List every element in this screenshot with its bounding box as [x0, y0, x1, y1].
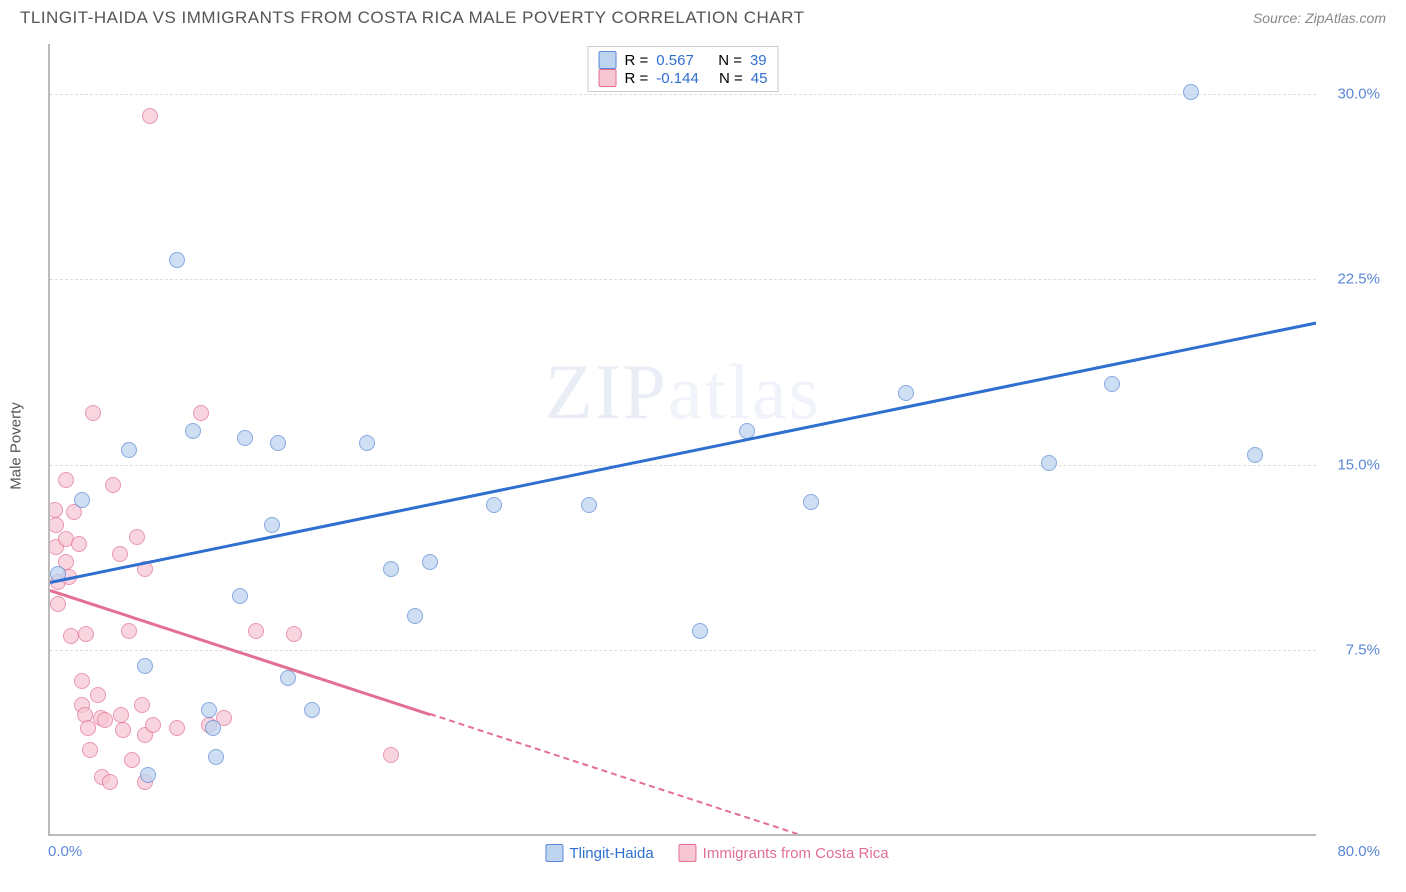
- plot-area: ZIPatlas R = 0.567 N = 39 R = -0.144 N =…: [48, 44, 1316, 836]
- scatter-point-s1: [237, 430, 253, 446]
- scatter-point-s1: [264, 517, 280, 533]
- watermark: ZIPatlas: [545, 347, 821, 437]
- scatter-point-s1: [280, 670, 296, 686]
- y-axis-label: Male Poverty: [8, 402, 25, 490]
- scatter-point-s1: [74, 492, 90, 508]
- scatter-point-s2: [115, 722, 131, 738]
- scatter-point-s2: [383, 747, 399, 763]
- x-tick-max: 80.0%: [1337, 843, 1380, 860]
- series-label-s2: Immigrants from Costa Rica: [703, 845, 889, 862]
- scatter-point-s1: [692, 623, 708, 639]
- y-tick-label: 22.5%: [1337, 271, 1386, 288]
- stats-legend: R = 0.567 N = 39 R = -0.144 N = 45: [588, 46, 779, 92]
- scatter-point-s2: [97, 712, 113, 728]
- scatter-point-s1: [1104, 376, 1120, 392]
- scatter-point-s2: [105, 477, 121, 493]
- gridline: [50, 94, 1316, 95]
- r-value-s2: -0.144: [656, 70, 699, 87]
- scatter-point-s1: [121, 442, 137, 458]
- swatch-s2-b: [679, 844, 697, 862]
- chart-title: TLINGIT-HAIDA VS IMMIGRANTS FROM COSTA R…: [20, 8, 805, 28]
- series-legend: Tlingit-Haida Immigrants from Costa Rica: [545, 844, 888, 862]
- scatter-point-s1: [232, 588, 248, 604]
- stats-row-s1: R = 0.567 N = 39: [599, 51, 768, 69]
- scatter-point-s1: [205, 720, 221, 736]
- y-tick-label: 15.0%: [1337, 456, 1386, 473]
- scatter-point-s2: [121, 623, 137, 639]
- trendline-s2-dashed: [430, 713, 922, 836]
- scatter-point-s1: [407, 608, 423, 624]
- scatter-point-s1: [304, 702, 320, 718]
- scatter-point-s2: [145, 717, 161, 733]
- scatter-point-s1: [185, 423, 201, 439]
- scatter-point-s1: [1041, 455, 1057, 471]
- scatter-point-s2: [50, 596, 66, 612]
- scatter-point-s2: [169, 720, 185, 736]
- trendline-s1: [50, 321, 1316, 583]
- x-tick-min: 0.0%: [48, 843, 82, 860]
- gridline: [50, 279, 1316, 280]
- gridline: [50, 465, 1316, 466]
- scatter-point-s1: [1247, 447, 1263, 463]
- scatter-point-s2: [102, 774, 118, 790]
- legend-item-s2: Immigrants from Costa Rica: [679, 844, 889, 862]
- swatch-s1-b: [545, 844, 563, 862]
- scatter-point-s1: [270, 435, 286, 451]
- scatter-point-s2: [74, 673, 90, 689]
- scatter-point-s2: [124, 752, 140, 768]
- scatter-point-s1: [898, 385, 914, 401]
- scatter-point-s1: [803, 494, 819, 510]
- scatter-point-s1: [359, 435, 375, 451]
- scatter-point-s1: [1183, 84, 1199, 100]
- scatter-point-s2: [71, 536, 87, 552]
- scatter-point-s1: [208, 749, 224, 765]
- scatter-point-s2: [58, 472, 74, 488]
- r-value-s1: 0.567: [656, 52, 694, 69]
- series-label-s1: Tlingit-Haida: [569, 845, 653, 862]
- trendline-s2: [50, 589, 431, 716]
- legend-item-s1: Tlingit-Haida: [545, 844, 653, 862]
- stats-row-s2: R = -0.144 N = 45: [599, 69, 768, 87]
- scatter-point-s1: [422, 554, 438, 570]
- swatch-s1: [599, 51, 617, 69]
- n-value-s1: 39: [750, 52, 767, 69]
- scatter-point-s1: [201, 702, 217, 718]
- scatter-point-s1: [169, 252, 185, 268]
- scatter-point-s2: [129, 529, 145, 545]
- n-value-s2: 45: [751, 70, 768, 87]
- scatter-point-s2: [63, 628, 79, 644]
- scatter-point-s1: [137, 658, 153, 674]
- scatter-point-s1: [581, 497, 597, 513]
- scatter-point-s2: [248, 623, 264, 639]
- y-tick-label: 30.0%: [1337, 85, 1386, 102]
- scatter-point-s1: [486, 497, 502, 513]
- scatter-point-s2: [82, 742, 98, 758]
- chart-container: ZIPatlas R = 0.567 N = 39 R = -0.144 N =…: [48, 44, 1386, 866]
- scatter-point-s2: [113, 707, 129, 723]
- scatter-point-s2: [48, 502, 63, 518]
- y-tick-labels: 7.5% 15.0% 22.5% 30.0%: [1316, 44, 1386, 836]
- scatter-point-s2: [286, 626, 302, 642]
- y-tick-label: 7.5%: [1346, 642, 1386, 659]
- scatter-point-s2: [193, 405, 209, 421]
- swatch-s2: [599, 69, 617, 87]
- source-credit: Source: ZipAtlas.com: [1253, 10, 1386, 26]
- scatter-point-s1: [140, 767, 156, 783]
- scatter-point-s2: [142, 108, 158, 124]
- scatter-point-s2: [112, 546, 128, 562]
- scatter-point-s2: [78, 626, 94, 642]
- scatter-point-s2: [48, 517, 64, 533]
- scatter-point-s2: [85, 405, 101, 421]
- x-minor-tick: [684, 834, 685, 836]
- scatter-point-s2: [134, 697, 150, 713]
- scatter-point-s1: [383, 561, 399, 577]
- scatter-point-s2: [90, 687, 106, 703]
